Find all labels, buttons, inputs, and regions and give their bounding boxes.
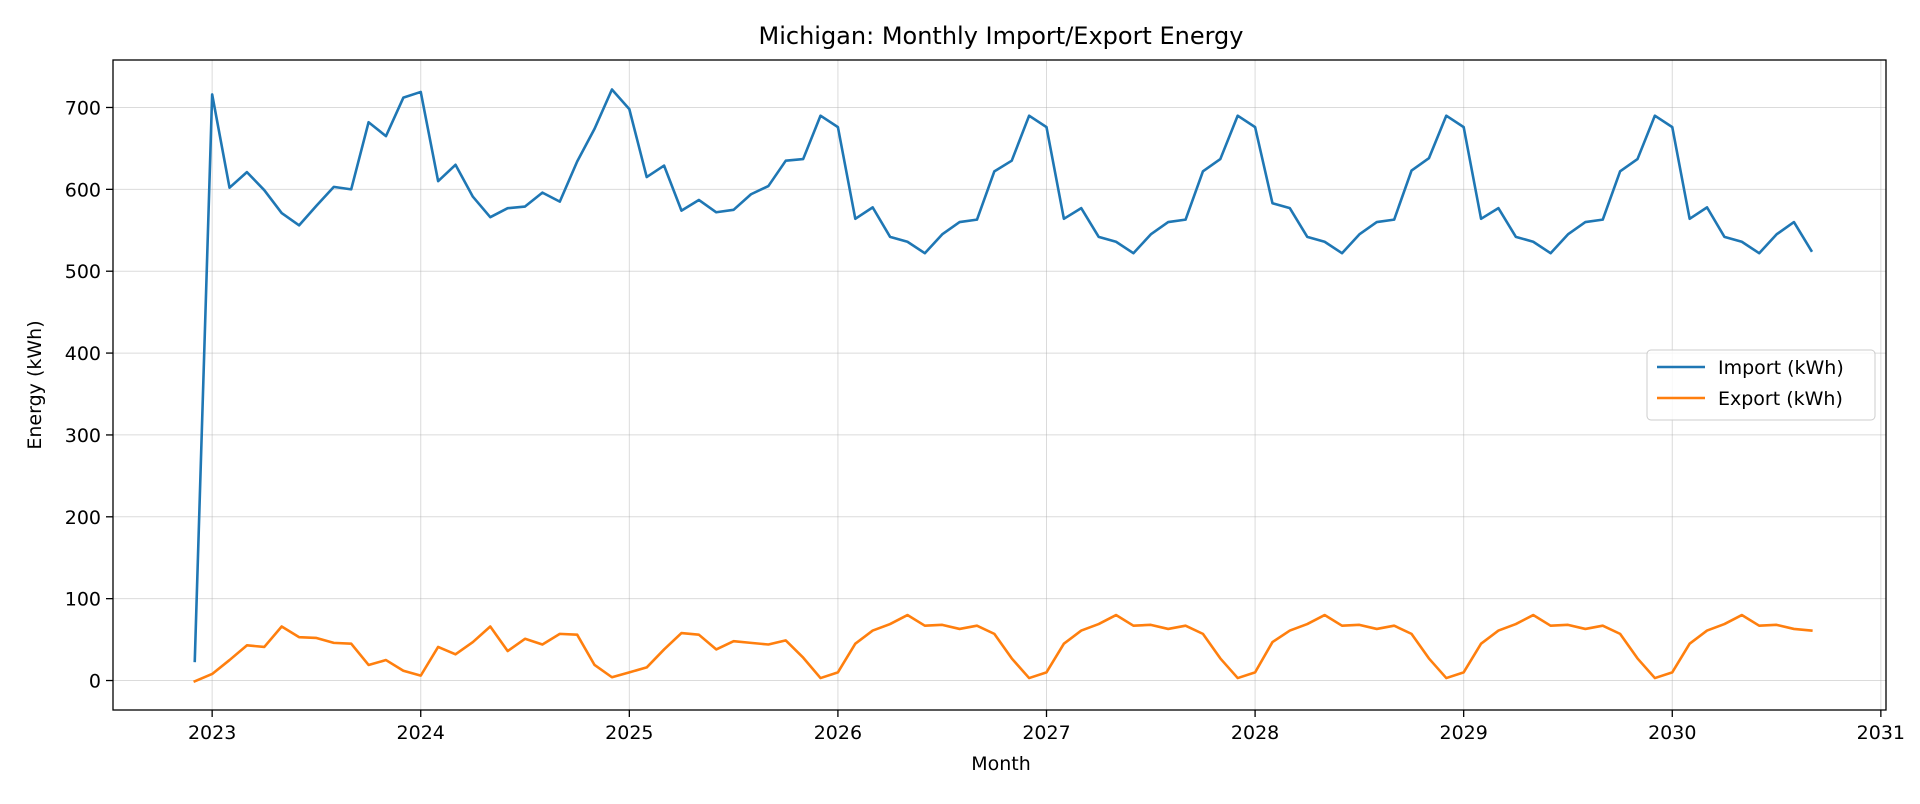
y-tick-label: 600 [65, 179, 101, 201]
x-axis-title: Month [971, 753, 1031, 775]
x-axis-ticks: 2023 2024 2025 2026 2027 2028 2029 2030 2031 [188, 710, 1905, 744]
x-tick-label: 2025 [605, 722, 653, 744]
x-tick-label: 2028 [1231, 722, 1279, 744]
x-tick-label: 2029 [1439, 722, 1487, 744]
x-tick-label: 2027 [1022, 722, 1070, 744]
y-tick-label: 500 [65, 261, 101, 283]
legend-label-export: Export (kWh) [1718, 388, 1843, 410]
x-tick-label: 2031 [1857, 722, 1905, 744]
y-axis-ticks: 0 100 200 300 400 500 600 700 [65, 97, 113, 693]
x-tick-label: 2024 [397, 722, 445, 744]
y-tick-label: 400 [65, 343, 101, 365]
series-lines [193, 88, 1814, 684]
gridlines [113, 60, 1886, 710]
plot-area-frame [112, 59, 1887, 711]
y-axis-title: Energy (kWh) [24, 320, 46, 449]
x-tick-label: 2030 [1648, 722, 1696, 744]
y-tick-label: 200 [65, 507, 101, 529]
export-series-line [193, 613, 1813, 684]
import-series-line [193, 88, 1814, 663]
x-tick-label: 2026 [814, 722, 862, 744]
y-tick-label: 0 [89, 671, 101, 693]
y-tick-label: 700 [65, 97, 101, 119]
y-tick-label: 300 [65, 425, 101, 447]
x-tick-label: 2023 [188, 722, 236, 744]
legend: Import (kWh) Export (kWh) [1646, 349, 1876, 421]
chart-title: Michigan: Monthly Import/Export Energy [759, 22, 1244, 50]
legend-label-import: Import (kWh) [1718, 357, 1844, 379]
y-tick-label: 100 [65, 589, 101, 611]
